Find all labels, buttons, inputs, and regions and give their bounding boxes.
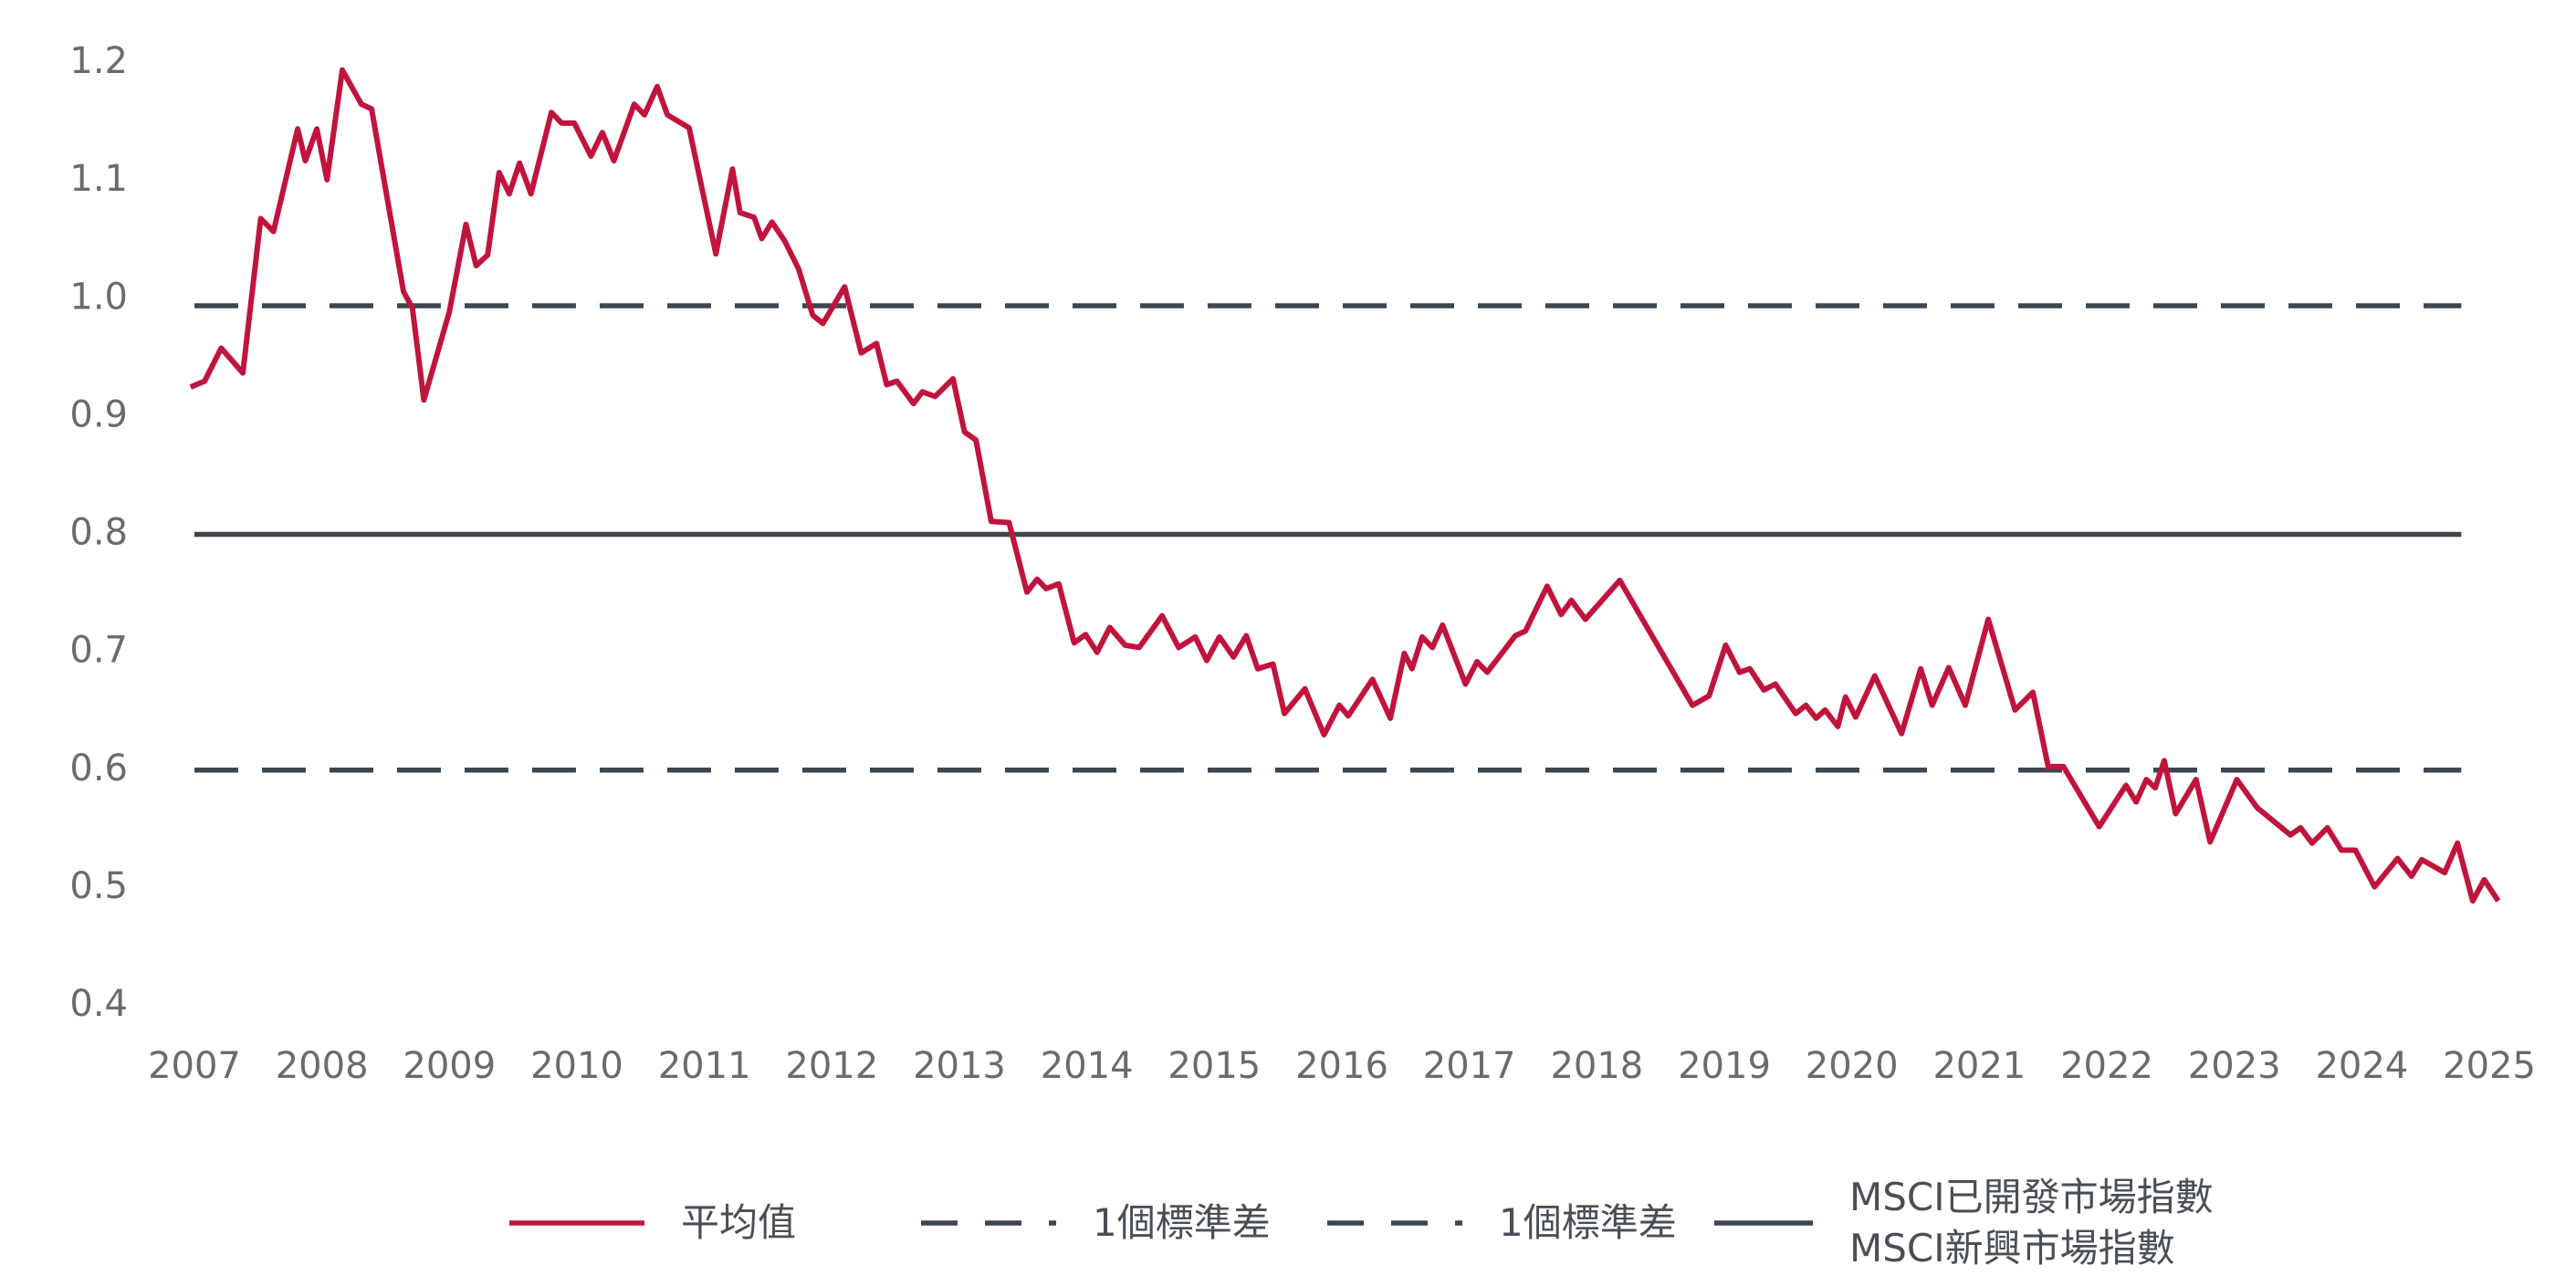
x-tick-label: 2015 — [1168, 1045, 1261, 1087]
y-tick-label: 1.2 — [69, 40, 128, 82]
y-tick-label: 0.5 — [69, 865, 128, 907]
y-tick-label: 0.6 — [69, 748, 128, 789]
x-tick-label: 2009 — [403, 1045, 496, 1087]
y-tick-label: 0.4 — [69, 983, 128, 1025]
x-tick-label: 2007 — [148, 1045, 241, 1087]
y-tick-label: 0.9 — [69, 393, 128, 435]
x-tick-label: 2023 — [2188, 1045, 2281, 1087]
x-tick-label: 2011 — [658, 1045, 751, 1087]
x-tick-label: 2018 — [1550, 1045, 1643, 1087]
x-tick-label: 2014 — [1041, 1045, 1134, 1087]
x-tick-label: 2010 — [530, 1045, 623, 1087]
x-tick-label: 2017 — [1423, 1045, 1516, 1087]
x-tick-label: 2012 — [785, 1045, 878, 1087]
x-tick-label: 2024 — [2315, 1045, 2408, 1087]
x-tick-label: 2019 — [1678, 1045, 1771, 1087]
series-line — [189, 67, 2501, 904]
x-tick-label: 2008 — [276, 1045, 369, 1087]
y-tick-label: 0.8 — [69, 512, 128, 554]
y-tick-label: 0.7 — [69, 630, 128, 672]
y-tick-label: 1.0 — [69, 276, 128, 318]
x-tick-label: 2020 — [1806, 1045, 1899, 1087]
x-tick-label: 2022 — [2060, 1045, 2153, 1087]
x-tick-label: 2021 — [1932, 1045, 2026, 1087]
x-tick-label: 2016 — [1295, 1045, 1388, 1087]
y-tick-label: 1.1 — [69, 158, 128, 200]
x-tick-label: 2025 — [2443, 1045, 2536, 1087]
x-tick-label: 2013 — [913, 1045, 1006, 1087]
